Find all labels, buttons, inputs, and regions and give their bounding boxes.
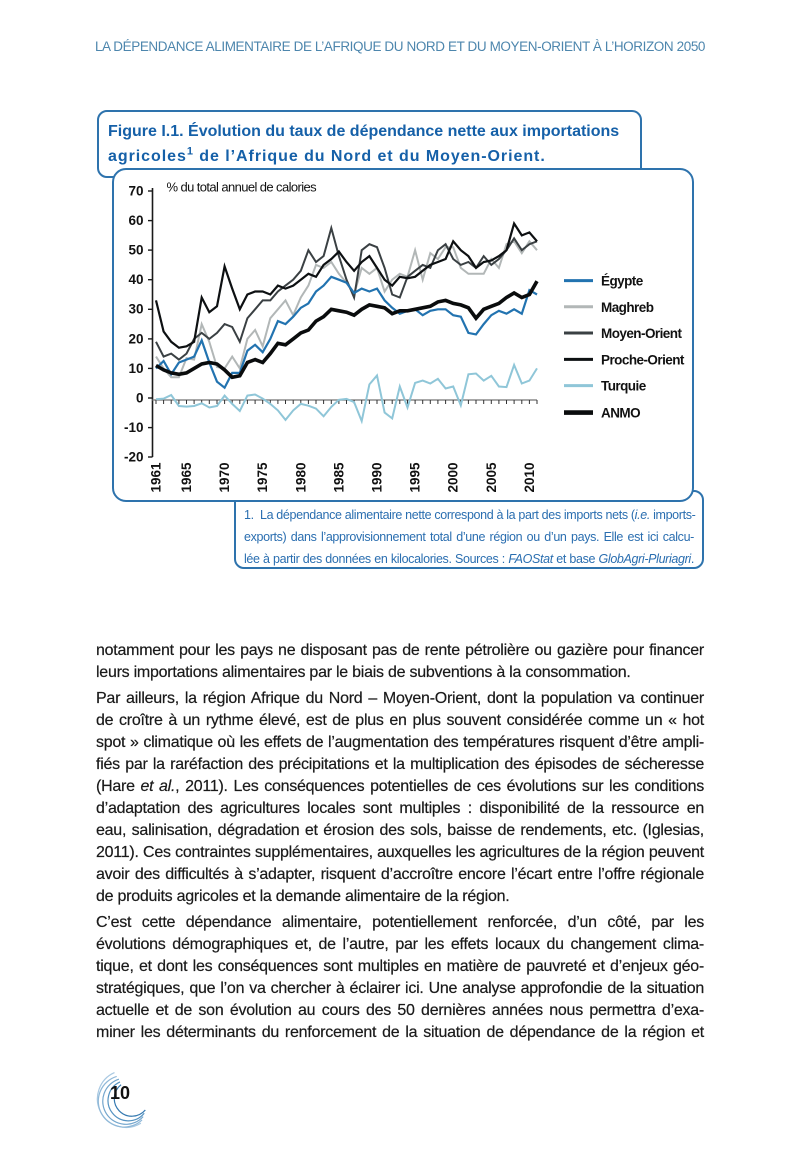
- svg-text:Égypte: Égypte: [601, 274, 644, 289]
- svg-text:-10: -10: [124, 420, 144, 435]
- svg-text:1965: 1965: [179, 462, 194, 493]
- svg-text:1980: 1980: [293, 462, 308, 492]
- svg-text:60: 60: [128, 213, 143, 228]
- svg-text:50: 50: [128, 243, 143, 258]
- svg-text:1985: 1985: [331, 462, 346, 493]
- svg-text:1995: 1995: [408, 462, 423, 493]
- svg-text:70: 70: [128, 184, 143, 199]
- svg-text:30: 30: [128, 302, 143, 317]
- svg-text:10: 10: [128, 361, 143, 376]
- svg-text:2010: 2010: [522, 462, 537, 492]
- svg-text:Proche-Orient: Proche-Orient: [601, 352, 685, 367]
- svg-text:Moyen-Orient: Moyen-Orient: [601, 326, 682, 341]
- svg-text:Turquie: Turquie: [601, 379, 647, 394]
- svg-text:2005: 2005: [484, 462, 499, 493]
- svg-text:40: 40: [128, 272, 143, 287]
- svg-text:1970: 1970: [217, 462, 232, 492]
- svg-text:1961: 1961: [149, 462, 164, 493]
- svg-text:1975: 1975: [255, 462, 270, 493]
- svg-text:2000: 2000: [446, 462, 461, 492]
- svg-text:-20: -20: [124, 450, 144, 465]
- svg-text:% du total annuel de calories: % du total annuel de calories: [167, 180, 318, 195]
- svg-text:0: 0: [136, 391, 144, 406]
- svg-text:Maghreb: Maghreb: [601, 300, 654, 315]
- svg-text:ANMO: ANMO: [601, 406, 640, 421]
- svg-text:1990: 1990: [370, 462, 385, 492]
- svg-text:20: 20: [128, 332, 143, 347]
